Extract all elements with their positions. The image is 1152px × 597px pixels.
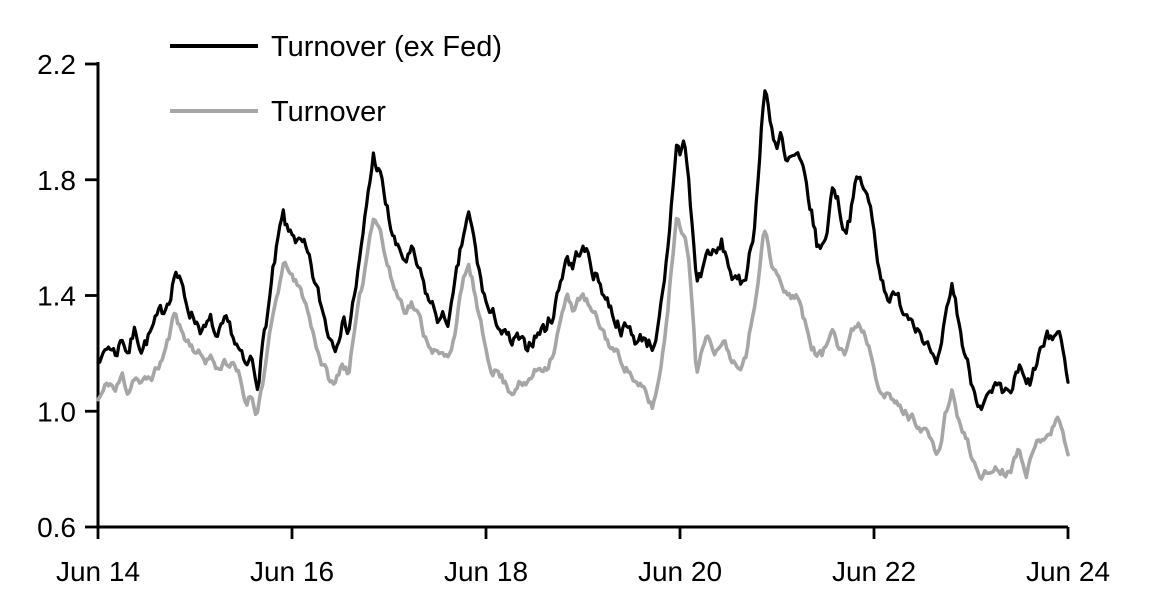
x-tick-label: Jun 14 bbox=[56, 556, 140, 587]
y-tick-label: 1.0 bbox=[37, 396, 76, 427]
x-tick-label: Jun 18 bbox=[444, 556, 528, 587]
y-tick-label: 1.8 bbox=[37, 165, 76, 196]
turnover-line bbox=[96, 216, 1070, 481]
series-lines bbox=[96, 89, 1070, 481]
x-tick-label: Jun 16 bbox=[250, 556, 334, 587]
y-tick-label: 1.4 bbox=[37, 281, 76, 312]
legend-label-turnover: Turnover bbox=[271, 96, 386, 128]
x-tick-label: Jun 24 bbox=[1026, 556, 1110, 587]
x-tick-label: Jun 22 bbox=[832, 556, 916, 587]
y-tick-label: 0.6 bbox=[37, 512, 76, 543]
y-axis-ticks: 0.6 1.0 1.4 1.8 2.2 bbox=[37, 49, 98, 543]
legend-label-turnover-ex-fed: Turnover (ex Fed) bbox=[271, 31, 502, 63]
y-tick-label: 2.2 bbox=[37, 49, 76, 80]
x-axis-ticks: Jun 14 Jun 16 Jun 18 Jun 20 Jun 22 Jun 24 bbox=[56, 527, 1110, 587]
x-tick-label: Jun 20 bbox=[638, 556, 722, 587]
legend: Turnover (ex Fed) Turnover bbox=[170, 31, 502, 128]
turnover-ex-fed-line bbox=[96, 89, 1070, 411]
